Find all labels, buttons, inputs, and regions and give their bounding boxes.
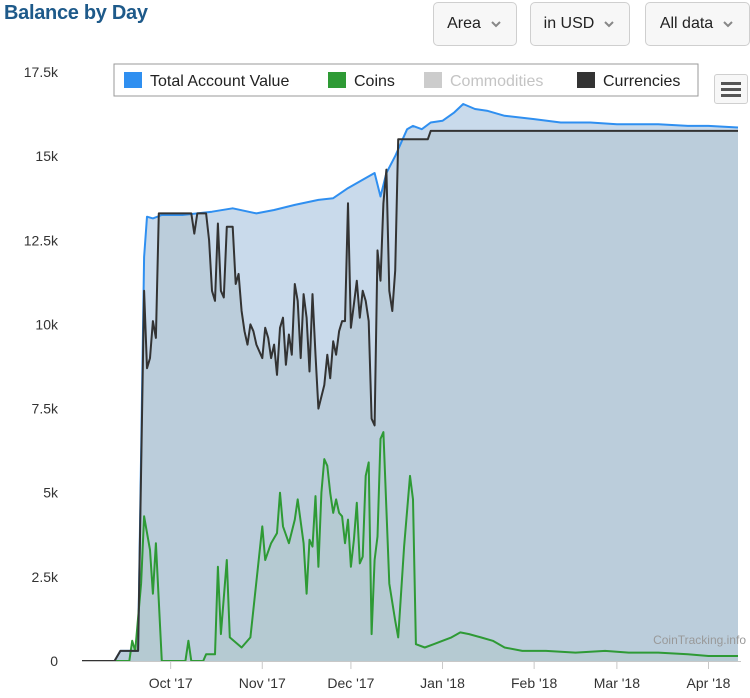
- y-tick-label: 15k: [35, 148, 59, 164]
- coins-line: [82, 431, 738, 662]
- x-tick-label: Jan '18: [420, 675, 465, 691]
- legend-swatch: [424, 72, 442, 88]
- chart-type-dropdown[interactable]: Area: [433, 2, 517, 46]
- hamburger-icon-bar: [721, 81, 741, 85]
- chevron-down-icon: [491, 21, 501, 28]
- legend-item-coins[interactable]: Coins: [328, 72, 395, 90]
- legend-label: Commodities: [450, 73, 543, 90]
- x-tick-label: Mar '18: [594, 675, 640, 691]
- legend-label: Total Account Value: [150, 73, 289, 90]
- x-tick-label: Feb '18: [511, 675, 557, 691]
- chart-type-label: Area: [447, 15, 481, 32]
- chart-areas: [82, 104, 738, 661]
- y-tick-label: 7.5k: [32, 401, 59, 417]
- chart-legend[interactable]: Total Account Value Coins Commodities Curre…: [113, 63, 699, 97]
- legend-swatch: [124, 72, 142, 88]
- legend-swatch: [328, 72, 346, 88]
- legend-label: Coins: [354, 73, 395, 90]
- chart-axes: 0 2.5k 5k 7.5k 10k 12.5k 15k 17.5k Oct '17 Nov '1…: [24, 64, 741, 691]
- currencies-line: [82, 129, 738, 662]
- page-title: Balance by Day: [4, 2, 148, 24]
- y-tick-label: 10k: [35, 316, 59, 332]
- legend-box: [113, 63, 699, 97]
- chevron-down-icon: [604, 21, 615, 28]
- currencies-area: [82, 130, 738, 661]
- hamburger-icon-bar: [721, 93, 741, 97]
- chevron-down-icon: [723, 21, 733, 28]
- hamburger-icon-bar: [721, 87, 741, 91]
- legend-swatch: [577, 72, 595, 88]
- legend-item-commodities[interactable]: Commodities: [424, 72, 543, 90]
- x-tick-label: Oct '17: [149, 675, 193, 691]
- legend-label: Currencies: [603, 73, 680, 90]
- y-tick-label: 0: [50, 653, 58, 669]
- chart-lines: [82, 103, 739, 662]
- legend-item-total[interactable]: Total Account Value: [124, 72, 289, 90]
- currency-dropdown[interactable]: in USD: [530, 2, 630, 46]
- range-dropdown[interactable]: All data: [645, 2, 750, 46]
- y-tick-label: 12.5k: [24, 232, 59, 248]
- range-label: All data: [659, 15, 714, 32]
- legend-item-currencies[interactable]: Currencies: [577, 72, 680, 90]
- chart-credit[interactable]: CoinTracking.info: [653, 633, 746, 647]
- y-tick-label: 5k: [43, 485, 59, 501]
- total-line: [82, 103, 739, 662]
- x-tick-label: Dec '17: [327, 675, 374, 691]
- y-tick-label: 17.5k: [24, 64, 59, 80]
- chart-menu-button[interactable]: [714, 74, 748, 104]
- x-tick-label: Nov '17: [239, 675, 286, 691]
- x-tick-label: Apr '18: [687, 675, 731, 691]
- y-tick-label: 2.5k: [32, 569, 59, 585]
- currency-label: in USD: [543, 15, 595, 32]
